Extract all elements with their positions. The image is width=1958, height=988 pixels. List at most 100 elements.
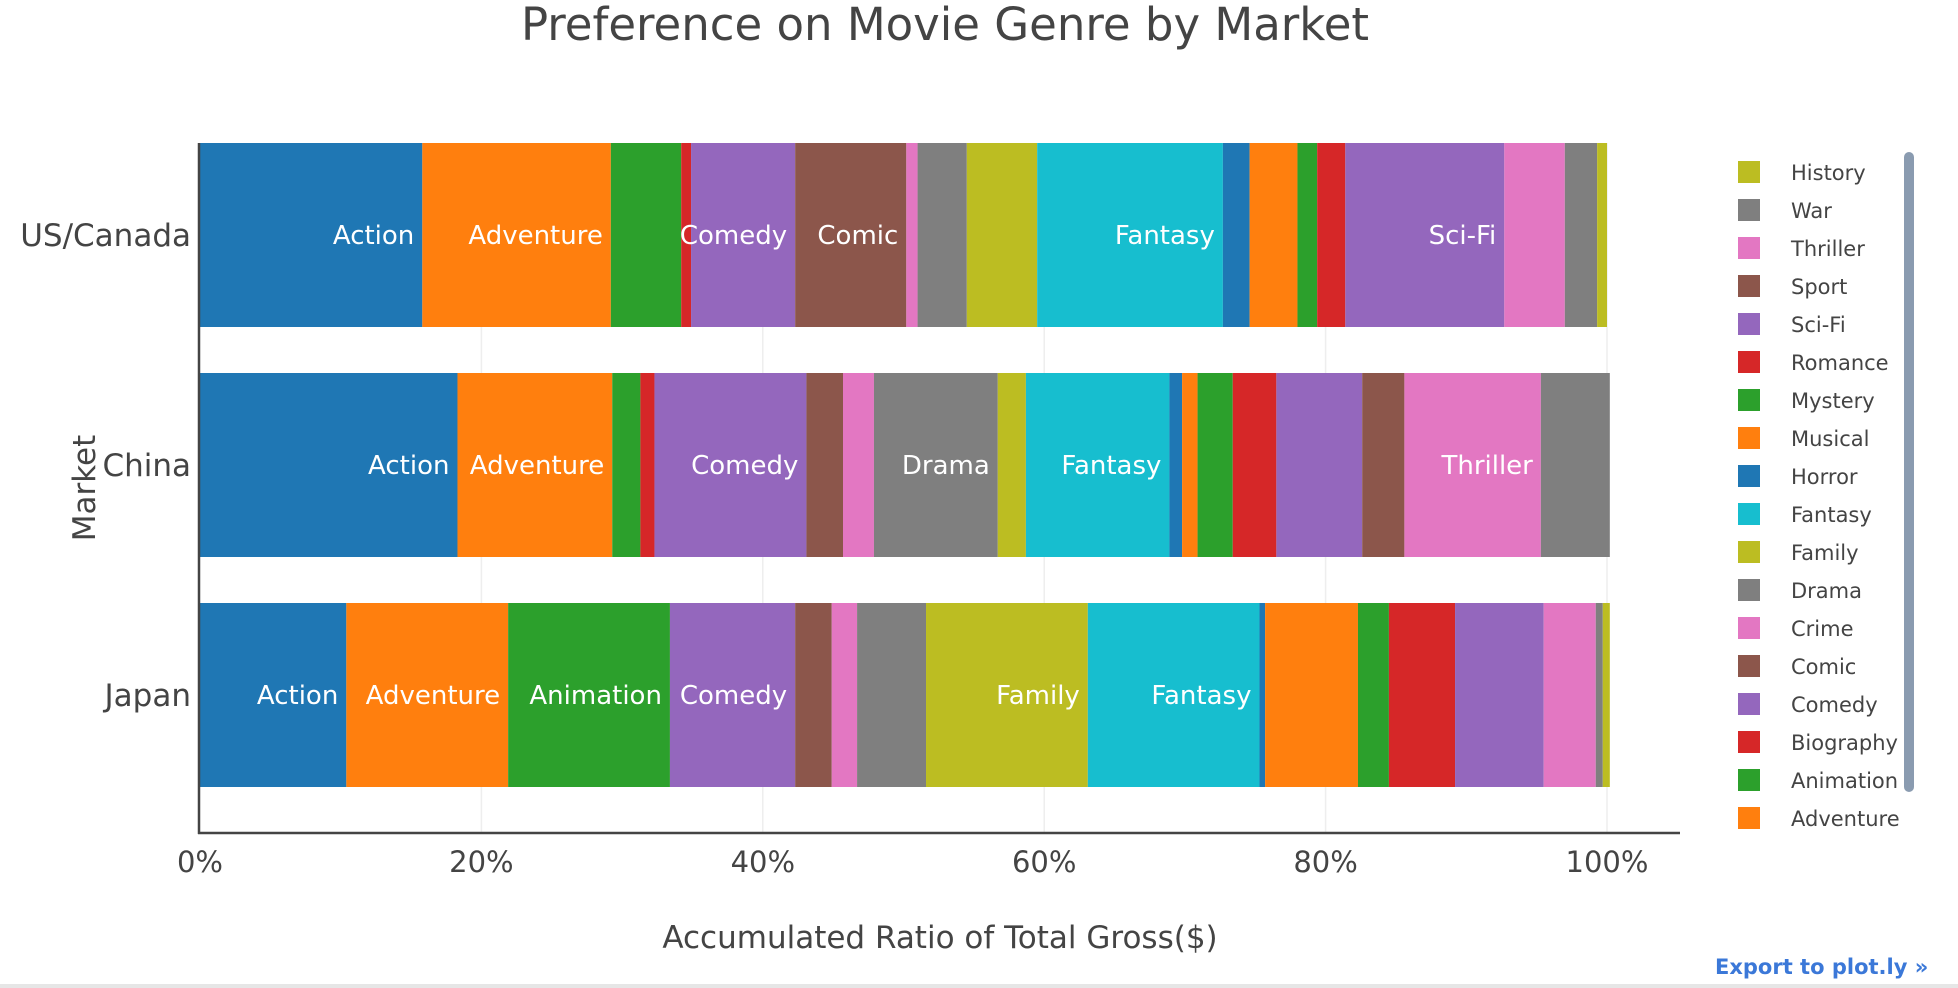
bar-us-canada-comedy[interactable]	[691, 143, 796, 327]
bar-japan-comedy[interactable]	[669, 603, 796, 787]
bar-china-action[interactable]	[200, 373, 458, 557]
legend-item-adventure[interactable]: Adventure	[1738, 807, 1900, 831]
legend-item-fantasy[interactable]: Fantasy	[1738, 503, 1872, 527]
legend-swatch-war	[1738, 199, 1760, 221]
legend[interactable]: History War Thriller Sport Sci-Fi Romance Myst…	[1738, 161, 1900, 831]
bar-us-canada-drama[interactable]	[917, 143, 967, 327]
bar-us-canada-comic[interactable]	[795, 143, 907, 327]
bar-labels-layer: Action Adventure Comedy Comic Fantasy Sci-Fi A…	[257, 221, 1533, 711]
legend-label-adventure: Adventure	[1791, 807, 1900, 831]
legend-item-war[interactable]: War	[1738, 199, 1832, 223]
bar-japan-action[interactable]	[200, 603, 347, 787]
legend-item-comic[interactable]: Comic	[1738, 655, 1856, 679]
bar-us-canada-family[interactable]	[966, 143, 1038, 327]
x-tick-80: 80%	[1293, 845, 1357, 879]
legend-item-thriller[interactable]: Thriller	[1738, 237, 1865, 261]
legend-label-comic: Comic	[1791, 655, 1856, 679]
bar-japan-animation[interactable]	[508, 603, 670, 787]
bar-label-china-action: Action	[368, 451, 449, 481]
chart-title: Preference on Movie Genre by Market	[521, 0, 1369, 51]
legend-item-drama[interactable]: Drama	[1738, 579, 1862, 603]
legend-label-horror: Horror	[1791, 465, 1858, 489]
bar-japan-adventure[interactable]	[346, 603, 509, 787]
legend-item-sci-fi[interactable]: Sci-Fi	[1738, 313, 1846, 337]
bar-china-musical[interactable]	[1182, 373, 1198, 557]
bar-label-us-canada-comic: Comic	[817, 221, 898, 251]
legend-item-animation[interactable]: Animation	[1738, 769, 1898, 793]
bar-china-drama[interactable]	[873, 373, 998, 557]
bar-china-comic[interactable]	[806, 373, 843, 557]
legend-item-biography[interactable]: Biography	[1738, 731, 1898, 755]
bar-china-adventure[interactable]	[457, 373, 613, 557]
bar-japan-family[interactable]	[926, 603, 1088, 787]
bar-china-biography[interactable]	[640, 373, 655, 557]
legend-swatch-musical	[1738, 427, 1760, 449]
bar-japan-comic[interactable]	[795, 603, 832, 787]
legend-item-mystery[interactable]: Mystery	[1738, 389, 1875, 413]
bar-japan-thriller[interactable]	[1543, 603, 1596, 787]
legend-item-romance[interactable]: Romance	[1738, 351, 1889, 375]
bar-us-canada-sci-fi[interactable]	[1345, 143, 1505, 327]
bar-china-war[interactable]	[1540, 373, 1610, 557]
legend-item-history[interactable]: History	[1738, 161, 1866, 185]
bar-japan-crime[interactable]	[831, 603, 858, 787]
legend-item-horror[interactable]: Horror	[1738, 465, 1858, 489]
legend-swatch-romance	[1738, 351, 1760, 373]
bar-us-canada-crime[interactable]	[906, 143, 918, 327]
bars-layer[interactable]	[200, 143, 1610, 787]
legend-item-family[interactable]: Family	[1738, 541, 1859, 565]
bar-japan-romance[interactable]	[1388, 603, 1456, 787]
bar-china-comedy[interactable]	[654, 373, 807, 557]
bar-china-sci-fi[interactable]	[1276, 373, 1363, 557]
legend-scrollbar[interactable]	[1904, 152, 1914, 792]
legend-item-comedy[interactable]: Comedy	[1738, 693, 1878, 717]
bar-china-crime[interactable]	[842, 373, 874, 557]
bar-japan-mystery[interactable]	[1357, 603, 1389, 787]
bar-us-canada-war[interactable]	[1564, 143, 1598, 327]
bar-label-china-comedy: Comedy	[691, 451, 798, 481]
bar-china-romance[interactable]	[1232, 373, 1277, 557]
x-axis-title: Accumulated Ratio of Total Gross($)	[662, 920, 1217, 956]
legend-item-crime[interactable]: Crime	[1738, 617, 1854, 641]
bar-us-canada-horror[interactable]	[1222, 143, 1250, 327]
bar-us-canada-adventure[interactable]	[422, 143, 611, 327]
bar-china-thriller[interactable]	[1404, 373, 1541, 557]
y-axis-ticks: US/Canada China Japan	[20, 218, 191, 714]
bar-label-us-canada-comedy: Comedy	[680, 221, 787, 251]
legend-item-sport[interactable]: Sport	[1738, 275, 1847, 299]
bar-us-canada-animation[interactable]	[610, 143, 682, 327]
bar-japan-history[interactable]	[1602, 603, 1610, 787]
bar-us-canada-fantasy[interactable]	[1037, 143, 1223, 327]
legend-swatch-crime	[1738, 617, 1760, 639]
bar-japan-drama[interactable]	[857, 603, 927, 787]
legend-label-mystery: Mystery	[1791, 389, 1875, 413]
bar-us-canada-action[interactable]	[200, 143, 423, 327]
bar-us-canada-mystery[interactable]	[1297, 143, 1318, 327]
bar-china-fantasy[interactable]	[1025, 373, 1170, 557]
y-tick-us-canada: US/Canada	[20, 218, 191, 254]
export-to-plotly-link[interactable]: Export to plot.ly »	[1715, 955, 1929, 979]
axes	[197, 143, 1680, 835]
bar-china-horror[interactable]	[1169, 373, 1183, 557]
legend-swatch-drama	[1738, 579, 1760, 601]
bar-japan-war[interactable]	[1595, 603, 1603, 787]
legend-label-comedy: Comedy	[1791, 693, 1878, 717]
bar-us-canada-thriller[interactable]	[1504, 143, 1565, 327]
bar-us-canada-musical[interactable]	[1249, 143, 1298, 327]
bar-us-canada-history[interactable]	[1597, 143, 1607, 327]
bar-china-family[interactable]	[997, 373, 1026, 557]
legend-item-musical[interactable]: Musical	[1738, 427, 1869, 451]
bar-china-sport[interactable]	[1362, 373, 1405, 557]
bar-japan-horror[interactable]	[1259, 603, 1266, 787]
bar-us-canada-biography[interactable]	[681, 143, 692, 327]
bar-us-canada-romance[interactable]	[1317, 143, 1346, 327]
bar-japan-musical[interactable]	[1265, 603, 1358, 787]
bar-china-animation[interactable]	[612, 373, 641, 557]
x-tick-40: 40%	[731, 845, 795, 879]
bar-japan-fantasy[interactable]	[1087, 603, 1260, 787]
bar-china-mystery[interactable]	[1197, 373, 1233, 557]
legend-swatch-thriller	[1738, 237, 1760, 259]
bottom-divider	[0, 984, 1958, 988]
bar-japan-sci-fi[interactable]	[1455, 603, 1544, 787]
